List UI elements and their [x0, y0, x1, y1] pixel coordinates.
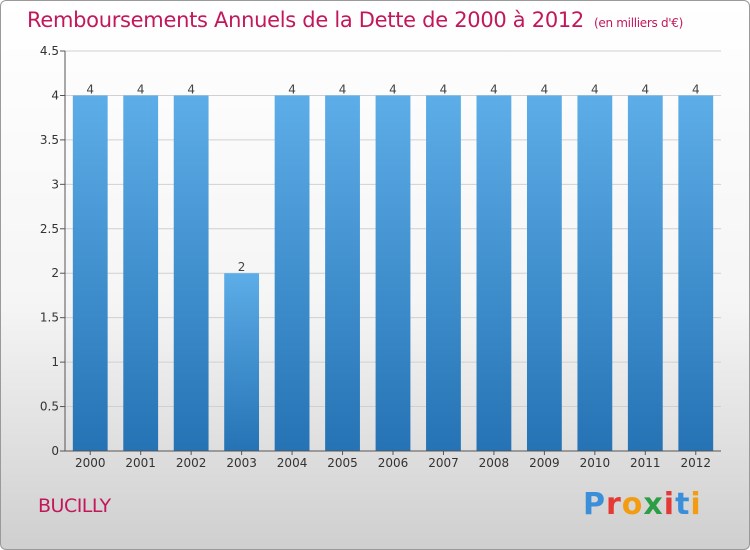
- data-label: 4: [86, 82, 94, 96]
- data-label: 4: [641, 82, 649, 96]
- x-tick-label: 2008: [479, 456, 510, 470]
- bar: [325, 95, 360, 451]
- data-label: 4: [389, 82, 397, 96]
- data-label: 4: [339, 82, 347, 96]
- bar: [627, 95, 663, 451]
- data-label: 4: [591, 82, 599, 96]
- x-tick-label: 2006: [378, 456, 409, 470]
- bar: [123, 95, 159, 451]
- bar: [476, 95, 512, 451]
- bar: [72, 95, 108, 451]
- logo-letter: o: [621, 487, 644, 522]
- x-tick-label: 2012: [680, 456, 711, 470]
- y-tick-label: 3.5: [40, 133, 59, 147]
- x-tick-label: 2010: [580, 456, 611, 470]
- y-tick-label: 0: [51, 444, 59, 458]
- data-label: 4: [692, 82, 700, 96]
- commune-name: BUCILLY: [38, 495, 111, 517]
- data-label: 4: [440, 82, 448, 96]
- bar: [375, 95, 411, 451]
- x-tick-label: 2009: [529, 456, 560, 470]
- data-label: 4: [187, 82, 195, 96]
- data-label: 4: [137, 82, 145, 96]
- chart-title: Remboursements Annuels de la Dette de 20…: [27, 8, 683, 32]
- logo-letter: P: [583, 487, 606, 522]
- x-tick-label: 2003: [226, 456, 257, 470]
- logo-letter: i: [663, 487, 676, 522]
- x-tick-label: 2004: [277, 456, 308, 470]
- bar: [577, 95, 613, 451]
- x-tick-label: 2005: [327, 456, 358, 470]
- logo-letter: t: [675, 487, 691, 522]
- x-tick-label: 2011: [630, 456, 661, 470]
- bar: [678, 95, 714, 451]
- y-tick-label: 3: [51, 177, 59, 191]
- x-tick-label: 2001: [125, 456, 156, 470]
- bar: [173, 95, 209, 451]
- proxiti-logo: Proxiti: [583, 487, 702, 522]
- bar: [224, 273, 260, 451]
- x-tick-label: 2002: [176, 456, 207, 470]
- x-tick-label: 2000: [75, 456, 106, 470]
- chart-unit: (en milliers d'€): [594, 16, 684, 30]
- y-tick-label: 4: [51, 88, 59, 102]
- chart-title-text: Remboursements Annuels de la Dette de 20…: [27, 8, 584, 32]
- y-tick-label: 2: [51, 266, 59, 280]
- y-tick-label: 1.5: [40, 311, 59, 325]
- y-tick-label: 1: [51, 355, 59, 369]
- data-label: 4: [288, 82, 296, 96]
- data-label: 2: [238, 260, 246, 274]
- bar: [426, 95, 461, 451]
- logo-letter: x: [643, 487, 664, 522]
- logo-letter: i: [690, 487, 702, 522]
- bar: [526, 95, 562, 451]
- logo-letter: r: [606, 487, 622, 522]
- bar: [274, 95, 310, 451]
- data-label: 4: [490, 82, 498, 96]
- y-tick-label: 4.5: [40, 44, 59, 58]
- y-tick-label: 0.5: [40, 400, 59, 414]
- data-label: 4: [541, 82, 549, 96]
- x-tick-label: 2007: [428, 456, 459, 470]
- y-tick-label: 2.5: [40, 222, 59, 236]
